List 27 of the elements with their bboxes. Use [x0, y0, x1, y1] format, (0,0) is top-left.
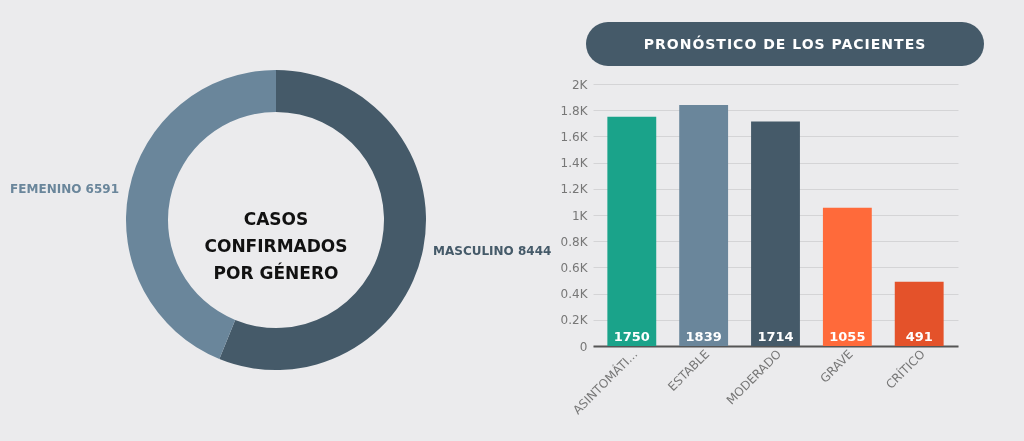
- data-label: 6591: [85, 182, 119, 197]
- data-label: 1055: [829, 329, 866, 344]
- bar: [607, 116, 657, 346]
- bar: [822, 207, 872, 346]
- bar: [679, 105, 729, 346]
- data-label: 491: [905, 329, 933, 344]
- y-tick-label: 1.6K: [560, 129, 589, 144]
- y-tick-label: 0.2K: [560, 313, 589, 328]
- slice-label: MASCULINO: [433, 243, 514, 258]
- text: CASOS CONFIRMADOS POR GÉNERO: [204, 209, 348, 283]
- bar: [894, 281, 944, 346]
- y-tick-label: 0.6K: [560, 260, 589, 275]
- y-tick-label: 2K: [571, 77, 589, 92]
- y-tick-label: 0: [579, 339, 588, 354]
- data-label: 1750: [613, 329, 650, 344]
- bar: [751, 121, 800, 346]
- y-tick-label: 1.2K: [560, 182, 589, 197]
- data-label: 8444: [517, 243, 552, 258]
- data-label: 1714: [757, 329, 794, 344]
- slice-label: FEMENINO: [10, 182, 82, 197]
- data-label: 1839: [685, 329, 722, 344]
- y-tick-label: 1.8K: [560, 103, 589, 118]
- y-tick-label: 0.8K: [560, 234, 589, 249]
- banner: PRONÓSTICO DE LOS PACIENTES: [586, 22, 984, 66]
- y-tick-label: 1K: [571, 208, 589, 223]
- y-tick-label: 0.4K: [560, 287, 589, 302]
- y-tick-label: 1.4K: [560, 156, 589, 171]
